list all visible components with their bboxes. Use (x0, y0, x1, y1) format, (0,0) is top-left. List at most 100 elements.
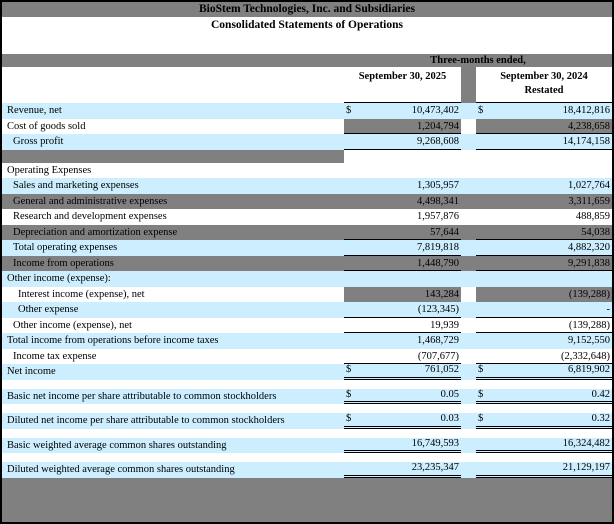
column-spacer (461, 364, 476, 380)
value-2025: 16,749,593 (411, 437, 459, 449)
column-spacer (461, 134, 476, 150)
table-row: Other income (expense), net 19,939 (139,28… (2, 317, 612, 333)
table-body: Revenue, net $10,473,402 $18,412,816 Cost o… (2, 103, 612, 478)
value-2024: (139,288) (568, 319, 610, 331)
dollar-sign: $ (478, 105, 484, 116)
value-2024-cell: 54,038 (476, 225, 612, 240)
value-2025-cell: (123,345) (344, 302, 461, 318)
value-2025-cell: 7,819,818 (344, 240, 461, 256)
row-label: Basic weighted average common shares out… (7, 439, 227, 451)
value-2024-cell: 16,324,482 (476, 438, 612, 453)
table-row: Total income from operations before inco… (2, 333, 612, 349)
table-row: Diluted net income per share attributabl… (2, 413, 612, 429)
dollar-sign: $ (346, 413, 352, 424)
row-label: Diluted net income per share attributabl… (7, 415, 285, 426)
row-label: Basic net income per share attributable … (7, 390, 277, 402)
value-2025-cell: $0.05 (344, 388, 461, 404)
value-2024-cell: $18,412,816 (476, 103, 612, 119)
row-label: Operating Expenses (7, 164, 92, 176)
blank-cell (2, 429, 344, 438)
row-label: Depreciation and amortization expense (13, 226, 178, 238)
dollar-sign: $ (478, 388, 484, 400)
value-2025-cell: 1,305,957 (344, 178, 461, 194)
value-2025: 10,473,402 (411, 105, 459, 116)
value-2025: 57,644 (430, 226, 459, 238)
value-2024: 1,027,764 (568, 180, 610, 191)
blank-row (2, 428, 612, 438)
value-2024: 4,882,320 (568, 242, 610, 253)
value-2025-cell: $761,052 (344, 364, 461, 380)
table-row: Total operating expenses 7,819,818 4,882,3… (2, 240, 612, 256)
value-2024-cell: (139,288) (476, 318, 612, 333)
header-label-spacer (2, 67, 344, 103)
blank-cell (2, 149, 344, 163)
value-2025-cell: 19,939 (344, 318, 461, 333)
table-row: Cost of goods sold 1,204,794 4,238,658 (2, 118, 612, 134)
dollar-sign: $ (346, 105, 352, 116)
blank-cell (344, 429, 461, 438)
table-row: Diluted weighted average common shares o… (2, 462, 612, 478)
column-spacer (461, 389, 476, 405)
table-row: Research and development expenses 1,957,8… (2, 209, 612, 225)
dollar-sign: $ (346, 364, 352, 375)
table-row: Other expense (123,345) - (2, 302, 612, 318)
column-spacer (461, 429, 476, 438)
value-2025-cell: 1,468,729 (344, 333, 461, 349)
value-2024-cell: 21,129,197 (476, 462, 612, 478)
value-2024: 0.32 (591, 413, 610, 424)
value-2025: 23,235,347 (411, 462, 459, 473)
row-label: Total income from operations before inco… (7, 335, 219, 346)
table-row: Operating Expenses (2, 162, 612, 179)
value-2025: 0.03 (440, 413, 459, 424)
value-2025-cell (344, 271, 461, 287)
column-spacer (461, 287, 476, 303)
value-2024-cell: $0.32 (476, 413, 612, 429)
value-2025: 0.05 (440, 388, 459, 400)
row-label: Other income (expense): (7, 273, 111, 284)
row-label: Research and development expenses (13, 211, 167, 222)
value-2024-cell: - (476, 302, 612, 318)
column-spacer (461, 333, 476, 349)
row-label: Revenue, net (7, 105, 62, 116)
row-label: Income tax expense (13, 350, 97, 362)
value-2024 (610, 271, 612, 287)
table-row: Interest income (expense), net 143,284 (13… (2, 286, 612, 303)
value-2025-cell: $10,473,402 (344, 103, 461, 119)
blank-cell (344, 404, 461, 413)
value-2025: (707,677) (417, 350, 459, 362)
row-label: Other expense (18, 304, 79, 315)
blank-cell (344, 150, 461, 163)
value-2024-cell (476, 163, 612, 179)
row-label: Other income (expense), net (13, 319, 132, 331)
value-2024: (2,332,648) (561, 350, 610, 362)
value-2024: 488,859 (575, 211, 610, 222)
column-spacer (461, 413, 476, 429)
value-2025-cell: 1,204,794 (344, 118, 461, 134)
value-2025-cell: 23,235,347 (344, 462, 461, 478)
column-header-row: September 30, 2025 September 30, 2024 Re… (2, 67, 612, 103)
column-spacer (461, 438, 476, 454)
dollar-sign: $ (478, 364, 484, 375)
value-2024: - (606, 304, 611, 315)
row-label: Income from operations (13, 257, 114, 269)
blank-cell (476, 429, 612, 438)
value-2024-cell: 3,311,659 (476, 194, 612, 210)
value-2025: 143,284 (424, 288, 459, 300)
column-spacer (461, 209, 476, 225)
period-band: Three-months ended, (2, 54, 612, 67)
table-row: Depreciation and amortization expense 57,… (2, 224, 612, 240)
dollar-sign: $ (478, 413, 484, 424)
column-header-2025-label: September 30, 2025 (358, 71, 447, 82)
value-2025-cell: 57,644 (344, 225, 461, 240)
value-2024-cell: 9,291,838 (476, 256, 612, 271)
blank-row (2, 149, 612, 163)
blank-cell (476, 380, 612, 389)
value-2024 (610, 163, 612, 179)
value-2025: 4,498,341 (417, 195, 459, 207)
value-2025: 9,268,608 (417, 136, 459, 147)
column-spacer (461, 256, 476, 272)
value-2024: 4,238,658 (568, 120, 610, 132)
value-2024: 14,174,158 (562, 136, 610, 147)
value-2025-cell: 4,498,341 (344, 194, 461, 210)
column-header-2024-sublabel: Restated (524, 85, 564, 96)
